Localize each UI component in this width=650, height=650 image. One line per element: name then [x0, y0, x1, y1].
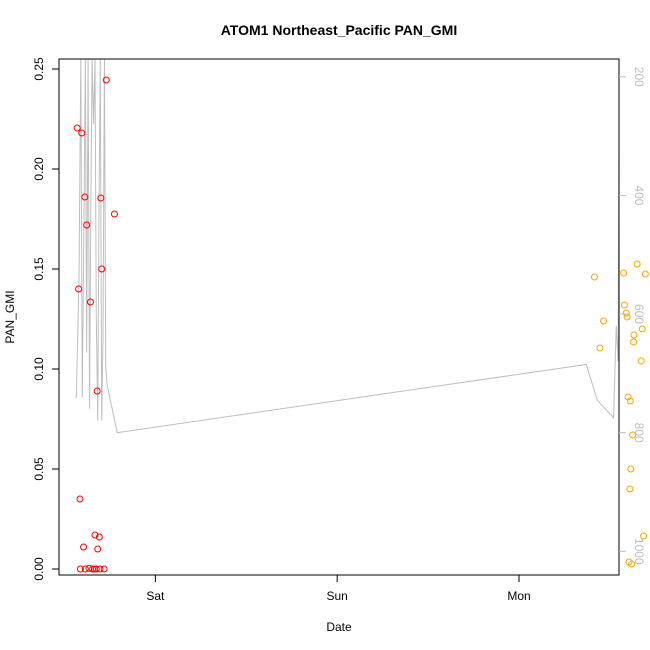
data-point-flight_1-7 [81, 565, 89, 573]
x-tick-label: Sat [146, 589, 165, 603]
scatter-series [73, 76, 649, 573]
y-axis-left: 0.00 0.05 0.10 0.15 0.20 0.25 [32, 57, 59, 581]
data-point-flight_1-17 [95, 533, 103, 541]
data-point-flight_1-3 [76, 565, 84, 573]
data-point-flight_2-14 [630, 338, 638, 346]
right-tick-label: 600 [632, 304, 646, 324]
right-tick-label: 1000 [632, 538, 646, 565]
data-point-flight_2-10 [626, 397, 634, 405]
data-point-flight_2-12 [628, 560, 636, 568]
data-point-flight_1-2 [76, 495, 84, 503]
data-point-flight_1-11 [89, 565, 97, 573]
data-point-flight_2-7 [624, 393, 632, 401]
data-point-flight_1-10 [86, 298, 94, 306]
data-point-flight_1-13 [91, 531, 99, 539]
data-point-flight_2-5 [622, 309, 630, 317]
data-point-flight_2-4 [620, 301, 628, 309]
data-point-flight_2-2 [600, 317, 608, 325]
y-axis-right: 200 400 600 800 1000 [619, 67, 646, 565]
data-point-flight_1-16 [94, 545, 102, 553]
data-point-flight_1-5 [80, 543, 88, 551]
data-point-flight_2-15 [630, 331, 638, 339]
data-point-flight_1-1 [75, 285, 83, 293]
data-point-flight_2-19 [640, 532, 648, 540]
data-point-flight_2-18 [638, 325, 646, 333]
data-point-flight_2-6 [623, 313, 631, 321]
data-point-flight_2-13 [629, 431, 637, 439]
data-point-flight_2-0 [590, 273, 598, 281]
data-point-flight_1-23 [110, 210, 118, 218]
right-tick-label: 200 [632, 67, 646, 87]
right-tick-label: 800 [632, 423, 646, 443]
x-axis: SatSunMonTue [146, 575, 531, 603]
data-point-flight_2-20 [641, 270, 649, 278]
plot-frame [58, 58, 620, 576]
pressure-series [75, 59, 619, 434]
x-tick-label: Mon [507, 589, 530, 603]
data-point-flight_1-6 [81, 193, 89, 201]
data-point-flight_2-11 [627, 465, 635, 473]
x-axis-label: Date [326, 620, 352, 634]
y-tick-label: 0.15 [32, 257, 46, 281]
data-point-flight_2-1 [596, 344, 604, 352]
pressure-line [75, 59, 619, 434]
data-point-flight_1-9 [85, 564, 93, 572]
chart-title: ATOM1 Northeast_Pacific PAN_GMI [221, 22, 458, 38]
x-tick-label: Sun [327, 589, 348, 603]
data-point-flight_1-8 [83, 221, 91, 229]
y-tick-label: 0.10 [32, 357, 46, 381]
y-axis-label: PAN_GMI [3, 290, 17, 343]
data-point-flight_1-15 [93, 387, 101, 395]
y-tick-label: 0.00 [32, 557, 46, 581]
y-tick-label: 0.20 [32, 157, 46, 181]
data-point-flight_1-14 [92, 565, 100, 573]
data-point-flight_1-19 [97, 194, 105, 202]
data-point-flight_2-17 [637, 357, 645, 365]
data-point-flight_1-18 [96, 565, 104, 573]
y-tick-label: 0.25 [32, 57, 46, 81]
data-point-flight_1-22 [102, 76, 110, 84]
data-point-flight_2-3 [620, 269, 628, 277]
data-point-flight_1-21 [100, 565, 108, 573]
right-tick-label: 400 [632, 185, 646, 205]
y-tick-label: 0.05 [32, 457, 46, 481]
data-point-flight_1-0 [73, 124, 81, 132]
data-point-flight_1-20 [98, 265, 106, 273]
data-point-flight_2-16 [633, 260, 641, 268]
data-point-flight_1-4 [78, 129, 86, 137]
data-point-flight_2-9 [626, 485, 634, 493]
data-point-flight_1-12 [90, 565, 98, 573]
